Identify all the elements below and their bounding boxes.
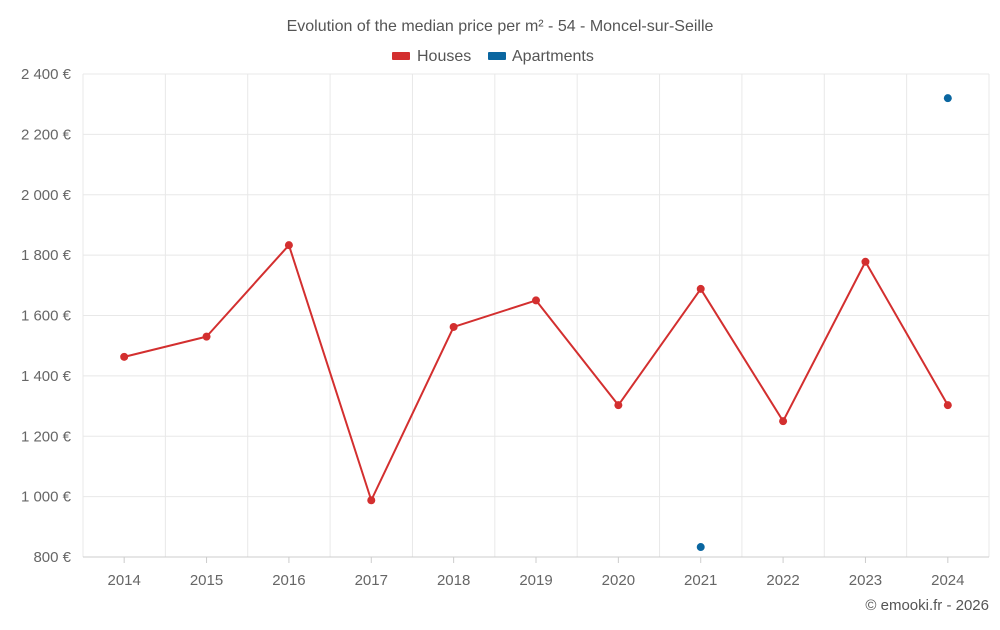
x-tick-label: 2024	[931, 572, 964, 589]
data-point-houses-2018[interactable]	[449, 322, 458, 331]
y-tick-label: 1 400 €	[21, 368, 72, 385]
legend-swatch-apartments	[488, 52, 506, 60]
y-axis-ticks: 800 € 1 000 € 1 200 € 1 400 € 1 600 € 1 800 €…	[21, 66, 72, 566]
data-point-houses-2024[interactable]	[943, 401, 952, 410]
data-point-houses-2023[interactable]	[861, 257, 870, 266]
series-houses	[120, 241, 952, 505]
data-point-houses-2015[interactable]	[202, 332, 211, 341]
legend-swatch-houses	[392, 52, 410, 60]
x-axis-ticks: 2014 2015 2016 2017 2018 2019 2020 2021 2022 2023…	[107, 572, 964, 589]
data-point-houses-2020[interactable]	[614, 401, 623, 410]
data-point-houses-2019[interactable]	[532, 296, 540, 305]
x-tick-label: 2021	[684, 572, 717, 589]
credit-text: © emooki.fr - 2026	[865, 597, 989, 614]
chart-title: Evolution of the median price per m² - 5…	[287, 18, 714, 35]
series	[120, 94, 952, 552]
data-point-apartments-2024[interactable]	[943, 94, 952, 103]
y-tick-label: 800 €	[33, 549, 71, 566]
x-tick-label: 2019	[519, 572, 552, 589]
x-tick-label: 2014	[107, 572, 140, 589]
data-point-apartments-2021[interactable]	[696, 543, 705, 552]
y-tick-label: 2 000 €	[21, 187, 72, 204]
data-point-houses-2017[interactable]	[367, 496, 376, 505]
legend-label-houses[interactable]: Houses	[417, 48, 471, 65]
x-tick-label: 2018	[437, 572, 470, 589]
y-tick-label: 1 800 €	[21, 247, 72, 264]
x-tick-label: 2017	[355, 572, 388, 589]
data-point-houses-2014[interactable]	[120, 352, 129, 361]
x-tick-label: 2022	[766, 572, 799, 589]
series-apartments	[696, 94, 952, 552]
y-tick-label: 2 200 €	[21, 126, 72, 143]
y-tick-label: 1 200 €	[21, 428, 72, 445]
data-point-houses-2022[interactable]	[779, 417, 788, 426]
legend-label-apartments[interactable]: Apartments	[512, 48, 594, 65]
data-point-houses-2021[interactable]	[696, 284, 705, 293]
x-tick-label: 2023	[849, 572, 882, 589]
y-tick-label: 2 400 €	[21, 66, 72, 83]
y-tick-label: 1 000 €	[21, 489, 72, 506]
x-tick-label: 2020	[602, 572, 635, 589]
grid	[82, 73, 990, 557]
x-tick-label: 2015	[190, 572, 223, 589]
legend: Houses Apartments	[392, 48, 594, 65]
data-point-houses-2016[interactable]	[284, 241, 293, 250]
y-tick-label: 1 600 €	[21, 308, 72, 325]
axes	[83, 556, 989, 563]
x-tick-label: 2016	[272, 572, 305, 589]
